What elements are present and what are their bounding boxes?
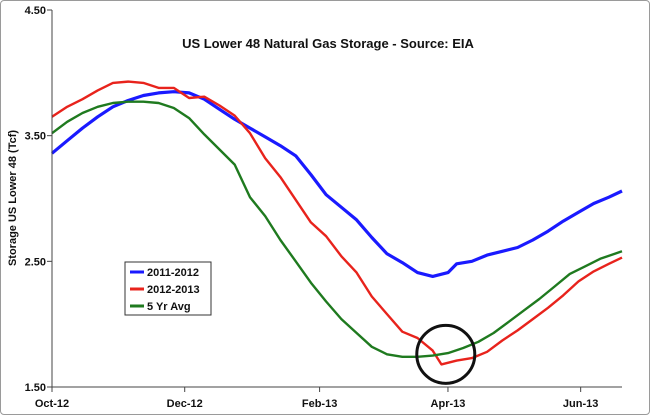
x-tick-label: Oct-12 xyxy=(35,398,69,410)
y-tick-label: 1.50 xyxy=(25,382,46,394)
legend-label-2012-2013: 2012-2013 xyxy=(147,284,200,296)
y-tick-label: 3.50 xyxy=(25,131,46,143)
x-tick-label: Jun-13 xyxy=(563,398,598,410)
chart-title: US Lower 48 Natural Gas Storage - Source… xyxy=(182,36,474,51)
y-tick-label: 4.50 xyxy=(25,5,46,17)
series-line-5-yr-avg xyxy=(51,100,623,358)
x-axis-ticks: Oct-12 Dec-12 Feb-13 Apr-13 Jun-13 xyxy=(35,387,598,410)
series-layer xyxy=(50,80,623,366)
x-tick-label: Feb-13 xyxy=(302,398,337,410)
y-axis-ticks: 1.50 2.50 3.50 4.50 xyxy=(25,5,52,394)
x-tick-label: Dec-12 xyxy=(167,398,203,410)
series-line-2012-2013 xyxy=(51,80,623,366)
legend-label-5-yr-avg: 5 Yr Avg xyxy=(147,301,191,313)
annotation-circle xyxy=(415,323,477,385)
legend-label-2011-2012: 2011-2012 xyxy=(147,267,199,279)
legend: 2011-2012 2012-2013 5 Yr Avg xyxy=(124,261,212,316)
plot-area xyxy=(52,10,622,387)
y-axis-label: Storage US Lower 48 (Tcf) xyxy=(7,130,19,266)
x-tick-label: Apr-13 xyxy=(431,398,466,410)
y-tick-label: 2.50 xyxy=(25,256,46,268)
series-line-2011-2012 xyxy=(50,90,623,278)
